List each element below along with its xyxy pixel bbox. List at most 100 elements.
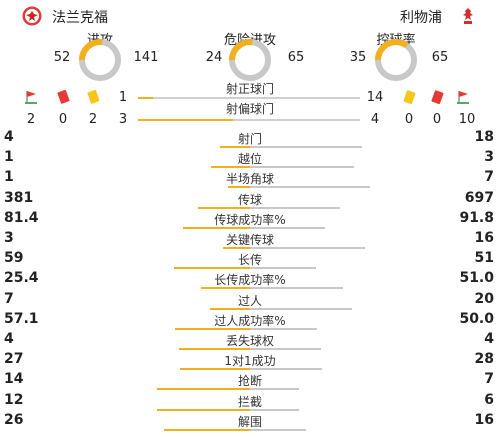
- attack-donut: [79, 39, 121, 81]
- stat-label: 解围: [237, 414, 262, 429]
- danger-attack-home-value: 24: [205, 50, 223, 65]
- stat-away-bar: [250, 307, 352, 310]
- stat-row: 25.4 长传成功率% 51.0: [0, 269, 500, 291]
- stat-row: 12 拦截 6: [0, 391, 500, 413]
- stat-row: 4 射门 18: [0, 128, 500, 150]
- liverpool-liverbird-icon: [463, 8, 473, 24]
- danger-attack-donut: [229, 39, 271, 81]
- stat-home-value: 59: [4, 250, 24, 267]
- yellow-card-icon: [87, 90, 100, 104]
- stat-home-value: 57.1: [4, 310, 39, 327]
- eintracht-eagle-icon: [22, 6, 42, 26]
- stat-away-value: 3: [484, 149, 494, 166]
- stat-label: 过人: [237, 293, 262, 308]
- possession-donut: [375, 39, 417, 81]
- stat-label: 长传成功率%: [214, 273, 286, 288]
- stat-row: 1 越位 3: [0, 148, 500, 170]
- stat-home-value: 14: [4, 371, 24, 388]
- stat-away-value: 7: [484, 169, 494, 186]
- red-card-icon: [431, 90, 444, 104]
- attack-away-value: 141: [133, 50, 159, 65]
- donut-home-arc: [79, 39, 121, 81]
- stat-row: 81.4 传球成功率% 91.8: [0, 209, 500, 231]
- shots-on-away-value: 14: [366, 90, 384, 105]
- stat-home-value: 27: [4, 351, 24, 368]
- stat-away-bar: [250, 146, 362, 148]
- stat-home-value: 81.4: [4, 209, 39, 226]
- stat-label: 1对1成功: [224, 354, 276, 369]
- stat-home-bar: [183, 226, 250, 229]
- stat-row: 1 半场角球 7: [0, 168, 500, 190]
- stat-home-bar: [228, 186, 250, 189]
- home-team-name[interactable]: 法兰克福: [52, 10, 108, 26]
- shots-on-home-bar: [138, 97, 153, 99]
- corner-flag-icon: [25, 91, 37, 104]
- stat-home-value: 4: [4, 331, 14, 347]
- home-yellow-card-count: 2: [88, 112, 98, 127]
- shots-off-home-value: 3: [118, 112, 128, 127]
- stat-label: 丢失球权: [225, 334, 274, 348]
- stat-away-bar: [250, 348, 321, 350]
- stat-label: 抢断: [237, 374, 262, 389]
- stat-home-bar: [180, 368, 250, 371]
- stat-home-value: 381: [4, 189, 34, 206]
- stat-row: 14 抢断 7: [0, 370, 500, 392]
- stat-away-bar: [250, 368, 322, 371]
- possession-home-value: 35: [349, 50, 367, 65]
- stat-away-value: 51.0: [459, 270, 494, 287]
- stat-home-value: 4: [4, 129, 14, 145]
- stat-away-value: 28: [474, 351, 494, 368]
- stat-away-bar: [250, 186, 370, 189]
- stat-home-value: 3: [4, 230, 14, 246]
- stat-home-bar: [179, 348, 250, 350]
- stat-away-value: 16: [474, 411, 494, 428]
- stat-home-bar: [201, 287, 250, 290]
- stat-away-value: 7: [484, 371, 494, 388]
- stat-home-value: 25.4: [4, 270, 39, 287]
- stat-away-bar: [250, 226, 325, 229]
- stat-label: 过人成功率%: [214, 313, 286, 328]
- stat-away-value: 18: [474, 129, 494, 145]
- stat-home-bar: [164, 428, 250, 431]
- stat-home-bar: [175, 327, 250, 330]
- attack-home-value: 52: [53, 50, 71, 65]
- stat-label: 射门: [237, 132, 262, 146]
- stat-away-bar: [250, 428, 306, 431]
- stat-away-value: 51: [474, 250, 494, 267]
- stat-away-bar: [250, 408, 299, 411]
- stat-away-value: 50.0: [459, 310, 494, 327]
- stat-label: 半场角球: [225, 172, 274, 187]
- shots-off-home-bar: [138, 119, 233, 121]
- stat-home-bar: [157, 408, 250, 411]
- stat-away-bar: [250, 267, 316, 270]
- away-corners-count: 10: [458, 112, 476, 127]
- stat-away-value: 6: [484, 391, 494, 408]
- stat-home-value: 1: [4, 169, 14, 186]
- shots-off-away-value: 4: [370, 112, 380, 127]
- stat-away-value: 697: [464, 189, 494, 206]
- stat-home-bar: [174, 267, 250, 270]
- stat-away-value: 20: [474, 290, 494, 307]
- home-red-card-count: 0: [58, 112, 68, 127]
- donut-home-arc: [229, 39, 271, 81]
- stat-home-value: 1: [4, 149, 14, 166]
- stat-label: 长传: [237, 253, 262, 268]
- stat-away-bar: [250, 327, 317, 330]
- stat-home-bar: [210, 307, 250, 310]
- stat-away-value: 16: [474, 230, 494, 246]
- corner-flag-icon: [457, 91, 469, 104]
- stat-away-bar: [250, 247, 365, 249]
- stat-away-bar: [250, 206, 340, 209]
- stat-label: 关键传球: [225, 233, 274, 247]
- donut-home-arc: [375, 39, 417, 81]
- stat-label: 拦截: [237, 394, 262, 409]
- stat-home-value: 26: [4, 411, 24, 428]
- stat-away-value: 4: [484, 331, 494, 347]
- away-team-name[interactable]: 利物浦: [400, 10, 442, 26]
- shots-on-home-value: 1: [118, 90, 128, 105]
- stat-home-bar: [198, 206, 250, 209]
- stat-row: 57.1 过人成功率% 50.0: [0, 310, 500, 332]
- stat-away-value: 91.8: [459, 209, 494, 226]
- stat-row: 3 关键传球 16: [0, 229, 500, 251]
- stat-label: 传球成功率%: [214, 212, 286, 227]
